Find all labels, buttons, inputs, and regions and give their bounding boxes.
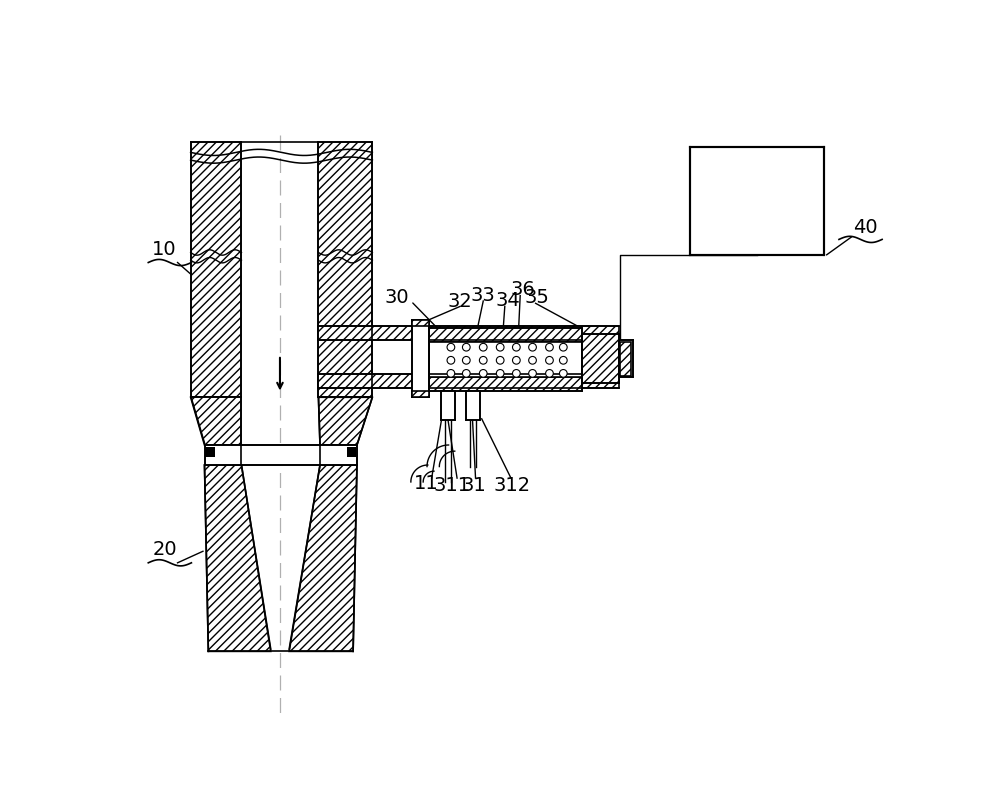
Circle shape xyxy=(559,356,567,364)
Text: 312: 312 xyxy=(494,476,531,494)
Circle shape xyxy=(496,356,504,364)
Polygon shape xyxy=(412,320,429,326)
Circle shape xyxy=(462,343,470,351)
Polygon shape xyxy=(582,335,619,384)
Circle shape xyxy=(559,369,567,377)
Polygon shape xyxy=(318,374,619,388)
Circle shape xyxy=(447,369,455,377)
Polygon shape xyxy=(429,328,582,342)
Polygon shape xyxy=(412,391,429,398)
Circle shape xyxy=(462,369,470,377)
Polygon shape xyxy=(441,391,455,420)
Polygon shape xyxy=(412,320,429,398)
Circle shape xyxy=(512,343,520,351)
Circle shape xyxy=(546,356,553,364)
Circle shape xyxy=(529,343,536,351)
Circle shape xyxy=(529,356,536,364)
Circle shape xyxy=(462,356,470,364)
Polygon shape xyxy=(191,398,241,445)
Text: 34: 34 xyxy=(496,291,520,309)
Polygon shape xyxy=(466,391,480,420)
Circle shape xyxy=(559,343,567,351)
Circle shape xyxy=(479,343,487,351)
Text: 32: 32 xyxy=(448,292,473,310)
Circle shape xyxy=(529,369,536,377)
Circle shape xyxy=(447,343,455,351)
Text: 10: 10 xyxy=(152,240,177,259)
Circle shape xyxy=(546,369,553,377)
Text: 30: 30 xyxy=(385,288,409,307)
Circle shape xyxy=(496,343,504,351)
Polygon shape xyxy=(347,448,356,457)
Polygon shape xyxy=(318,398,372,445)
Text: 31: 31 xyxy=(462,476,486,494)
Text: 40: 40 xyxy=(853,218,877,238)
Polygon shape xyxy=(619,340,633,377)
Polygon shape xyxy=(318,326,619,340)
Circle shape xyxy=(496,369,504,377)
Polygon shape xyxy=(289,465,357,651)
Circle shape xyxy=(512,356,520,364)
Polygon shape xyxy=(429,342,582,377)
Text: 20: 20 xyxy=(152,541,177,559)
Polygon shape xyxy=(191,141,241,398)
Circle shape xyxy=(512,369,520,377)
Text: 36: 36 xyxy=(511,280,536,299)
Circle shape xyxy=(479,369,487,377)
Polygon shape xyxy=(690,147,824,255)
Text: 311: 311 xyxy=(434,476,471,494)
Text: 11: 11 xyxy=(414,474,439,493)
Circle shape xyxy=(447,356,455,364)
Polygon shape xyxy=(205,445,357,465)
Circle shape xyxy=(546,343,553,351)
Polygon shape xyxy=(429,377,582,391)
Text: 33: 33 xyxy=(471,286,496,305)
Circle shape xyxy=(479,356,487,364)
Polygon shape xyxy=(620,342,631,376)
Polygon shape xyxy=(318,141,372,398)
Polygon shape xyxy=(205,465,271,651)
Text: 35: 35 xyxy=(525,288,550,307)
Polygon shape xyxy=(205,448,215,457)
